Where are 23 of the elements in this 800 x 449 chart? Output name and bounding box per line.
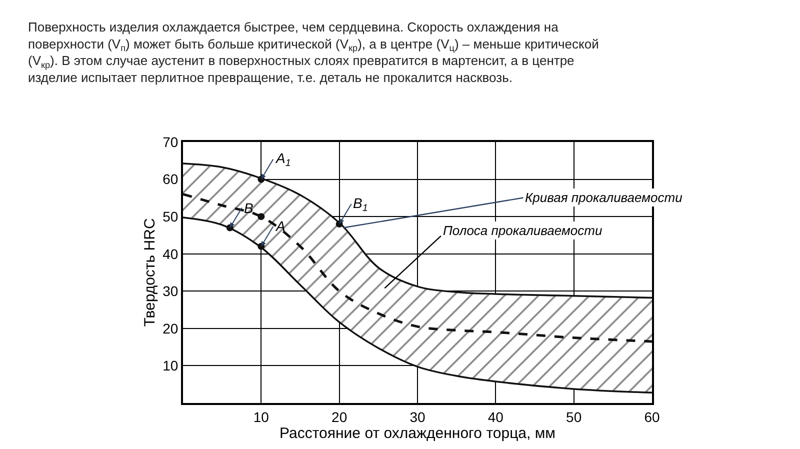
annotation: B$_{1}$ [353, 195, 368, 214]
x-tick-label: 60 [644, 408, 660, 425]
x-tick-label: 30 [410, 408, 426, 425]
chart-title: Поверхность изделия охлаждается быстрее, чем сердцевина. Скорость охлаждения на поверхности (V$_{п}$) может быть больше критической (V$_{кр}$), а в центре (V$_{ц}$) – меньше критической (V$_{кр}$). В этом случае аустенит в поверхностных слоях превратится в мартенсит, а в центре изделие испытает перлитное превращение, т.е. деталь не прокалится насквозь. [28, 19, 599, 86]
x-tick-label: 10 [253, 408, 270, 425]
annotation: Кривая прокаливаемости [525, 190, 682, 205]
y-tick-label: 60 [162, 171, 178, 188]
annotation: A [275, 218, 286, 234]
y-tick-label: 50 [162, 208, 178, 224]
y-tick-label: 40 [162, 246, 178, 262]
y-tick-label: 20 [162, 320, 178, 336]
x-axis-title: Расстояние от охлажденного торца, мм [280, 424, 556, 442]
y-tick-label: 30 [162, 283, 178, 300]
x-tick-label: 50 [566, 408, 582, 425]
annotation: Полоса прокаливаемости [443, 223, 602, 238]
annotation: B [244, 200, 254, 216]
point [258, 213, 265, 220]
y-tick-label: 70 [162, 134, 178, 150]
x-tick-label: 20 [332, 408, 348, 425]
x-tick-label: 40 [488, 408, 504, 425]
annotation: A$_{1}$ [275, 150, 291, 169]
y-tick-label: 10 [162, 358, 178, 374]
y-axis-title: Твердость HRC [141, 218, 158, 327]
